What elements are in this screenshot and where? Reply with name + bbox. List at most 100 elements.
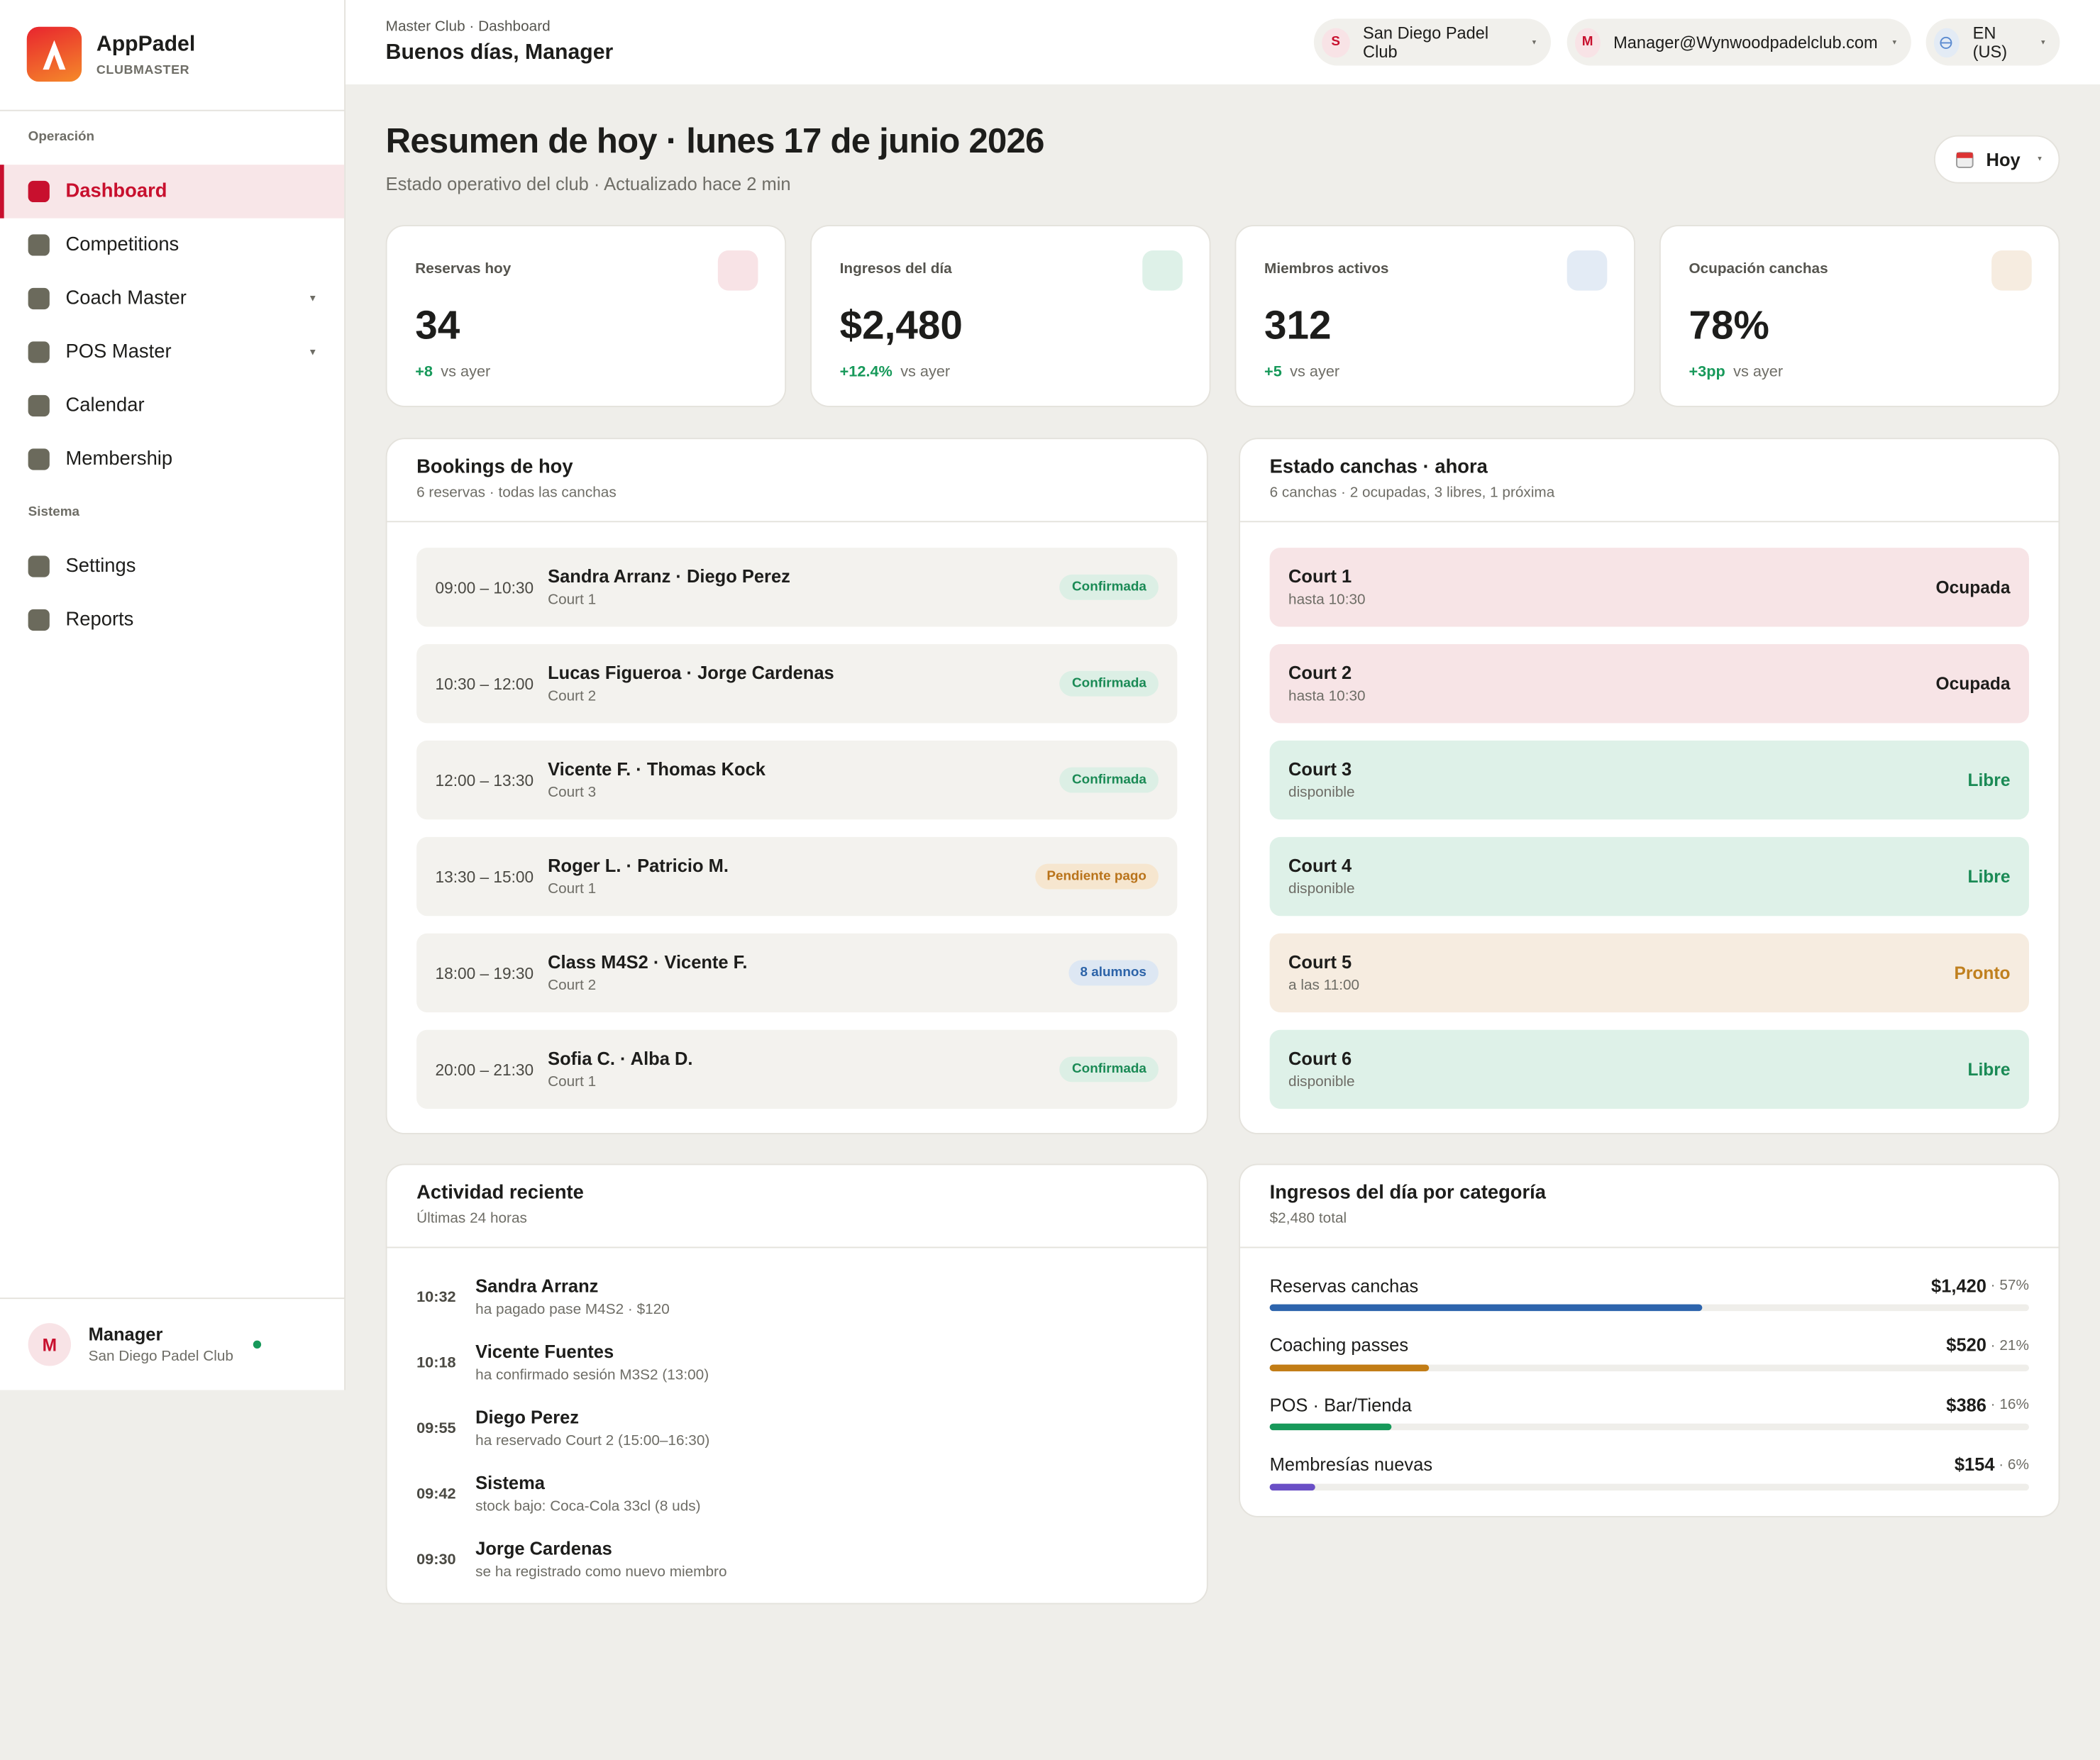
revenue-list: Reservas canchas $1,420 57% Coaching passes… [1240,1248,2058,1505]
booking-row[interactable]: 12:00 – 13:30 Vicente F. · Thomas Kock Cou… [416,740,1178,820]
kpi-delta-value: +3pp [1689,364,1725,381]
chevron [308,294,317,303]
court-status: Ocupada [1935,577,2011,597]
court-info: Court 2 hasta 10:30 [1288,663,1366,704]
nav-section-title: Sistema [28,504,80,520]
booking-players: Lucas Figueroa · Jorge Cardenas [548,663,834,683]
activity-name: Sandra Arranz [475,1276,599,1297]
revenue-bar [1269,1423,1391,1431]
court-detail: a las 11:00 [1288,978,1360,994]
booking-info: Vicente F. · Thomas Kock Court 3 [548,759,766,801]
nav-icon [28,555,50,577]
nav-item[interactable]: Membership [0,433,344,487]
nav-icon [28,341,50,363]
revenue-card: Ingresos del día por categoría $2,480 tot… [1239,1163,2060,1517]
revenue-row: Membresías nuevas $1546% [1240,1446,2058,1505]
court-detail: disponible [1288,785,1355,801]
club-selector[interactable]: S San Diego Padel Club [1313,18,1552,66]
kpi-accent [1142,250,1183,291]
kpi-value: $2,480 [839,304,963,348]
activity-detail: stock bajo: Coca-Cola 33cl (8 uds) [475,1498,701,1515]
nav-item[interactable]: Settings [0,540,344,594]
nav-item[interactable]: Dashboard [0,165,345,218]
kpi-card: Ingresos del día $2,480 +12.4% vs ayer [810,225,1211,407]
revenue-percent: 21% [1991,1337,2029,1354]
card-header: Ingresos del día por categoría $2,480 tot… [1240,1165,2059,1249]
club-avatar: S [1322,27,1350,57]
booking-info: Class M4S2 · Vicente F. Court 2 [548,952,747,994]
booking-row[interactable]: 10:30 – 12:00 Lucas Figueroa · Jorge Card… [416,644,1178,724]
chevron [308,348,317,357]
user-club: San Diego Padel Club [88,1348,233,1365]
revenue-percent: 16% [1991,1397,2029,1413]
date-button[interactable]: Hoy [1933,135,2060,184]
nav-icon [28,448,50,470]
language-selector[interactable]: EN (US) [1925,18,2060,66]
activity-info: Diego Perez ha reservado Court 2 (15:00–1… [475,1407,709,1449]
revenue-percent: 6% [1999,1456,2029,1473]
kpi-accent [717,250,758,291]
status-badge: Confirmada [1060,1056,1159,1083]
brand-sub: CLUBMASTER [96,62,190,78]
booking-court: Court 3 [548,785,597,801]
card-subtitle: Últimas 24 horas [416,1210,527,1227]
revenue-amount: $1,420 [1931,1275,1986,1296]
booking-row[interactable]: 13:30 – 15:00 Roger L. · Patricio M. Court… [416,836,1178,917]
nav-item[interactable]: Competitions [0,218,344,272]
activity-name: Sistema [475,1473,545,1493]
kpi-delta: +5 vs ayer [1264,364,1339,380]
court-status: Pronto [1954,963,2011,983]
divider [0,109,346,111]
court-name: Court 6 [1288,1048,1352,1069]
courts-card: Estado canchas · ahora 6 canchas · 2 ocup… [1239,438,2060,1134]
booking-time: 09:00 – 10:30 [435,577,534,597]
booking-players: Roger L. · Patricio M. [548,856,729,876]
card-title: Ingresos del día por categoría [1269,1182,1547,1205]
club-label: San Diego Padel Club [1363,23,1489,61]
activity-info: Sistema stock bajo: Coca-Cola 33cl (8 uds… [475,1473,700,1515]
booking-time: 18:00 – 19:30 [435,963,534,983]
kpi-label: Miembros activos [1264,261,1389,277]
kpi-delta-value: +5 [1264,364,1282,381]
court-row: Court 5 a las 11:00 Pronto [1269,933,2029,1013]
court-info: Court 6 disponible [1288,1048,1355,1090]
court-list: Court 1 hasta 10:30 Ocupada Court 2 hasta 10… [1240,522,2058,1109]
account-menu[interactable]: M Manager@Wynwoodpadelclub.com [1566,18,1911,66]
booking-row[interactable]: 09:00 – 10:30 Sandra Arranz · Diego Perez… [416,548,1178,627]
revenue-track [1269,1363,2029,1371]
nav-item[interactable]: Calendar [0,379,344,433]
activity-info: Vicente Fuentes ha confirmado sesión M3S2… [475,1342,709,1384]
revenue-amount: $520 [1946,1335,1986,1356]
nav-label: Calendar [65,394,145,417]
court-row: Court 6 disponible Libre [1269,1029,2029,1109]
activity-detail: ha confirmado sesión M3S2 (13:00) [475,1367,709,1384]
activity-time: 10:18 [416,1354,456,1371]
booking-row[interactable]: 18:00 – 19:30 Class M4S2 · Vicente F. Cour… [416,933,1178,1013]
revenue-head: POS · Bar/Tienda $386 16% [1270,1386,2029,1424]
nav-item[interactable]: Coach Master [0,272,344,326]
booking-info: Lucas Figueroa · Jorge Cardenas Court 2 [548,663,834,704]
language-label: EN (US) [1972,23,2008,61]
court-row: Court 2 hasta 10:30 Ocupada [1269,644,2029,724]
nav-icon [28,180,50,203]
revenue-row: Reservas canchas $1,420 57% [1240,1267,2058,1327]
chevron [2040,38,2046,46]
court-name: Court 1 [1288,566,1352,587]
activity-list: 10:32 Sandra Arranz ha pagado pase M4S2 · … [387,1248,1207,1592]
kpi-card: Miembros activos 312 +5 vs ayer [1234,225,1635,407]
nav-item[interactable]: POS Master [0,326,344,380]
activity-time: 09:30 [416,1551,456,1568]
booking-row[interactable]: 20:00 – 21:30 Sofia C. · Alba D. Court 1 Co… [416,1029,1178,1109]
revenue-row: Coaching passes $520 21% [1240,1327,2058,1386]
nav-label: Competitions [65,234,179,256]
court-info: Court 4 disponible [1288,856,1355,897]
nav-label: Membership [65,448,173,470]
nav-item[interactable]: Reports [0,593,344,647]
card-subtitle: $2,480 total [1269,1210,1347,1227]
revenue-bar [1269,1363,1430,1371]
nav-icon [28,394,50,417]
logo [26,26,82,82]
court-row: Court 4 disponible Libre [1269,836,2029,917]
